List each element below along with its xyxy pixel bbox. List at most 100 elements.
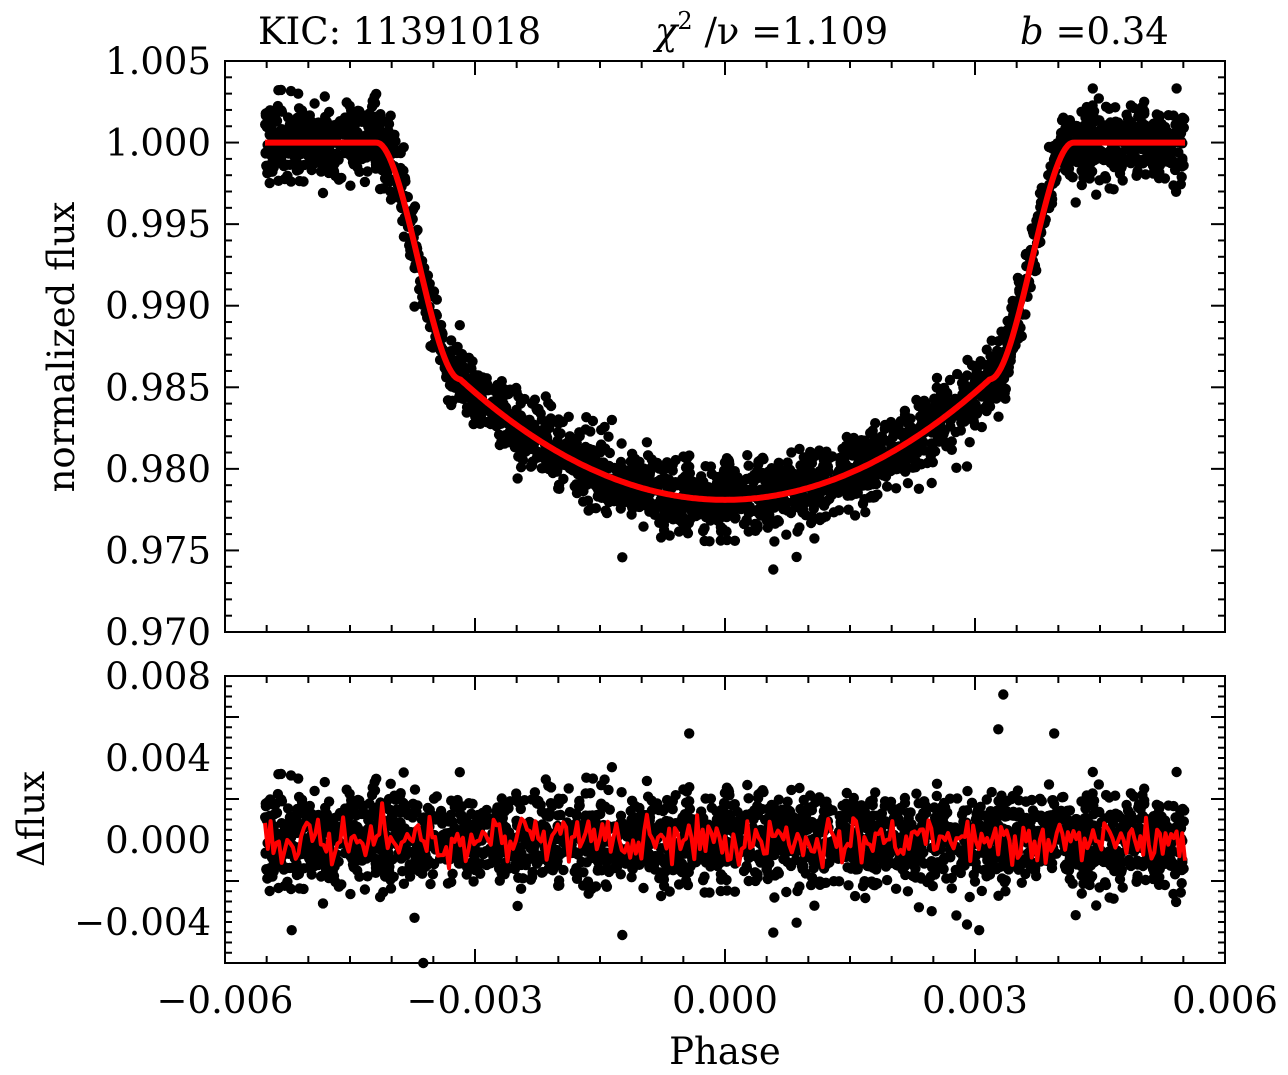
residual-point — [268, 866, 279, 878]
residual-point — [390, 794, 401, 805]
residual-point — [1091, 900, 1102, 911]
residual-point — [757, 785, 768, 796]
residual-point — [352, 865, 363, 876]
data-point — [743, 526, 754, 537]
data-point — [359, 176, 371, 188]
data-point — [352, 161, 363, 173]
data-point — [361, 152, 372, 163]
data-point — [961, 370, 973, 381]
data-point — [1107, 124, 1119, 135]
residual-point — [264, 885, 275, 897]
residual-point — [768, 800, 779, 812]
residual-point — [1159, 879, 1171, 891]
data-point — [657, 465, 669, 476]
data-point — [345, 109, 357, 120]
data-point — [608, 488, 619, 500]
data-point — [661, 457, 673, 468]
residual-point — [952, 793, 963, 804]
data-point — [715, 521, 727, 533]
data-point — [693, 478, 705, 489]
data-point — [288, 123, 299, 135]
residual-point — [1159, 818, 1171, 829]
residual-point — [398, 797, 409, 809]
data-point — [515, 462, 527, 473]
data-point — [700, 511, 712, 523]
data-point — [1002, 325, 1013, 336]
residual-point — [794, 782, 805, 794]
data-point — [329, 151, 340, 163]
residual-point — [417, 851, 428, 862]
residual-point — [978, 864, 990, 876]
data-point — [307, 158, 318, 170]
data-point — [937, 392, 948, 403]
residual-point — [513, 872, 524, 883]
residual-point — [1140, 874, 1151, 886]
residual-point — [964, 891, 975, 903]
data-point — [1087, 151, 1098, 162]
data-point — [1062, 164, 1073, 175]
data-point — [905, 413, 916, 424]
data-point — [529, 445, 541, 456]
data-point — [773, 480, 784, 491]
data-point — [1096, 123, 1107, 134]
data-point — [474, 417, 486, 429]
data-point — [875, 435, 887, 447]
residual-point — [505, 796, 516, 807]
data-point — [1131, 170, 1142, 181]
data-point — [854, 445, 866, 456]
data-point — [950, 426, 961, 438]
residual-point — [946, 883, 957, 894]
residual-point — [966, 797, 978, 808]
residual-point — [1110, 790, 1121, 801]
data-point — [1067, 172, 1078, 183]
data-point — [805, 517, 817, 529]
residual-point — [615, 810, 627, 821]
data-point — [1003, 362, 1014, 373]
residual-point — [1168, 888, 1179, 900]
data-point — [1093, 93, 1105, 104]
data-point — [729, 535, 741, 546]
data-point — [929, 446, 941, 457]
data-point — [350, 143, 361, 154]
data-point — [1091, 189, 1102, 200]
data-point — [505, 384, 516, 395]
data-point — [732, 485, 744, 496]
data-point — [990, 379, 1001, 390]
data-point — [678, 451, 689, 462]
data-point — [1110, 102, 1121, 113]
residual-point — [722, 822, 733, 833]
transit-model-line — [264, 139, 1186, 503]
residual-point — [481, 811, 493, 822]
data-point — [616, 438, 627, 449]
data-point — [270, 108, 282, 120]
residual-point — [781, 886, 792, 898]
data-point — [911, 394, 922, 406]
data-point — [661, 476, 672, 487]
data-point — [684, 461, 695, 472]
data-point — [345, 180, 356, 191]
data-point — [724, 459, 735, 470]
impact-parameter-label: b =0.34 — [1020, 10, 1169, 53]
data-point — [704, 536, 715, 547]
residual-point — [790, 854, 802, 866]
data-point — [743, 460, 754, 471]
residual-point — [590, 881, 602, 892]
data-point — [473, 370, 484, 381]
residual-point — [468, 876, 479, 887]
residual-point — [595, 800, 606, 811]
data-point — [809, 533, 820, 544]
residual-point — [1105, 809, 1116, 820]
data-point — [706, 468, 717, 480]
data-point — [606, 414, 618, 426]
data-point — [553, 483, 564, 494]
data-point — [742, 450, 753, 461]
residual-point — [727, 800, 738, 811]
data-point — [260, 108, 271, 119]
residual-point — [743, 875, 754, 887]
data-point — [466, 405, 477, 416]
residual-point — [1154, 863, 1166, 875]
y-tick-label: 1.005 — [105, 40, 211, 83]
data-point — [649, 457, 660, 468]
residual-point — [993, 795, 1004, 807]
data-point — [574, 427, 585, 438]
